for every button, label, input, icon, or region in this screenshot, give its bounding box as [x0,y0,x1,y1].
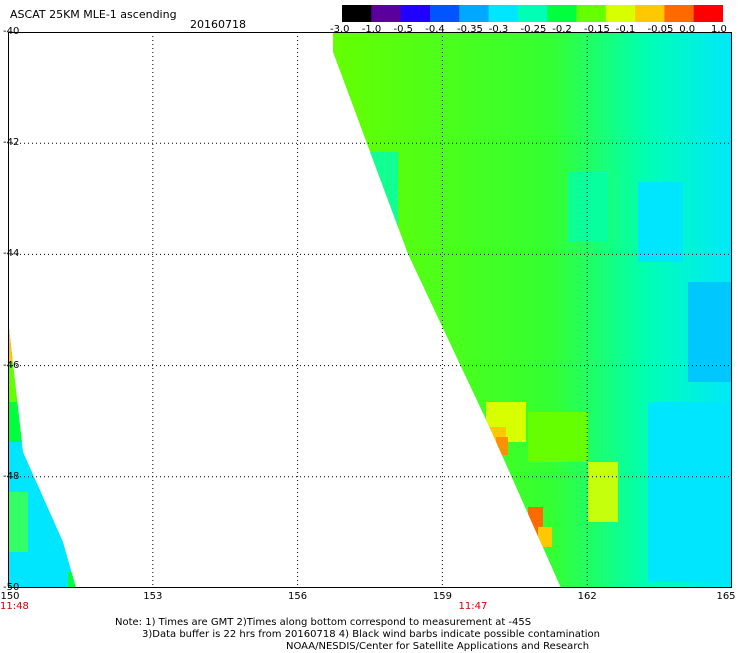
colorbar-tick-label: -0.15 [584,24,610,35]
longitude-label: 159 [432,591,452,602]
colorbar-segment [635,5,665,22]
map-plot [8,32,732,588]
colorbar-segment [693,5,723,22]
footnote-line-1: Note: 1) Times are GMT 2)Times along bot… [115,617,532,628]
map-title: ASCAT 25KM MLE-1 ascending [10,8,177,21]
colorbar-segment [459,5,490,22]
footnote-line-3: NOAA/NESDIS/Center for Satellite Applica… [286,641,590,652]
swath-patch [528,412,588,462]
swath-patch [8,402,38,442]
swath-patch [8,332,18,362]
swath-patch [68,572,76,588]
longitude-label: 162 [577,591,597,602]
latitude-label: -48 [3,470,20,482]
footnote-line-2: 3)Data buffer is 22 hrs from 20160718 4)… [142,629,600,640]
latitude-label: -46 [3,359,20,371]
colorbar-segment [400,5,431,22]
colorbar-tick-label: -0.4 [425,24,445,35]
swath-time-label: 11:47 [458,601,488,612]
longitude-label: 153 [143,591,163,602]
colorbar-tick-label: 0.0 [679,24,696,35]
swath-time-label: 11:48 [0,601,29,612]
longitude-label: 165 [716,591,736,602]
colorbar-tick-label: -3.0 [330,24,350,35]
colorbar [342,5,723,22]
latitude-label: -44 [3,248,20,260]
colorbar-tick-label: -0.2 [552,24,572,35]
swath-left [8,320,76,588]
colorbar-tick-label: -0.3 [488,24,509,35]
colorbar-segment [429,5,460,22]
colorbar-tick-label: -0.35 [457,24,483,35]
colorbar-segment [576,5,607,22]
swath-patch [496,437,508,455]
swath-right [333,32,732,588]
map-date: 20160718 [190,18,246,31]
colorbar-tick-label: -0.5 [393,24,414,35]
swath-patch [338,152,398,242]
swath-patch [638,182,683,262]
colorbar-tick-label: -1.0 [361,24,382,35]
swath-patch [568,172,608,242]
colorbar-segment [664,5,695,22]
colorbar-segment [371,5,402,22]
longitude-label: 156 [288,591,308,602]
latitude-label: -40 [3,26,20,37]
colorbar-segment [605,5,636,22]
colorbar-segment [342,5,372,22]
map-border [8,32,732,588]
swath-patch [688,282,732,382]
colorbar-segment [547,5,577,22]
colorbar-tick-label: -0.25 [520,24,547,35]
latitude-label: -42 [3,137,20,149]
colorbar-tick-label: -0.1 [615,24,636,35]
swath-patch [648,402,732,582]
swath-patch [588,462,618,522]
colorbar-tick-label: 1.0 [711,24,727,35]
colorbar-segment [488,5,519,22]
colorbar-segment [517,5,548,22]
swath-patch [8,492,28,552]
graticule [8,32,732,588]
colorbar-tick-label: -0.05 [647,24,674,35]
swath-patch [538,527,552,547]
latitude-label: -50 [3,582,20,593]
longitude-label: 150 [0,591,20,602]
footnotes: Note: 1) Times are GMT 2)Times along bot… [115,617,600,653]
